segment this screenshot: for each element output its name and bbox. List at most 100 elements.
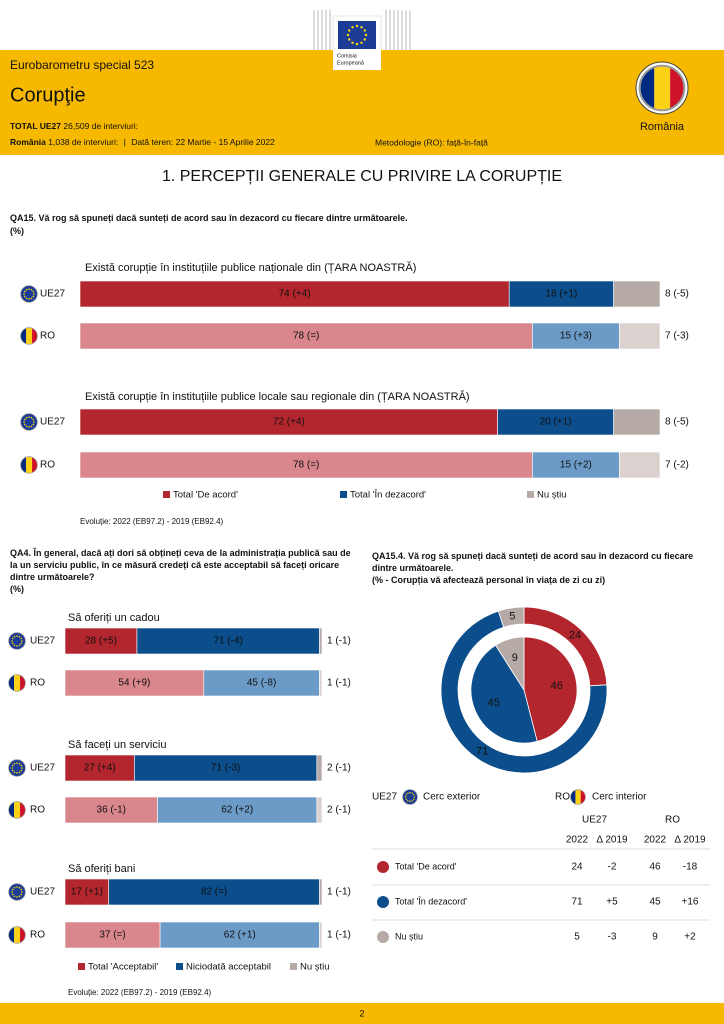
value-label: 2 (-1)	[327, 805, 351, 816]
footer-band	[0, 1003, 724, 1024]
row-label: UE27	[40, 289, 65, 300]
row-label: RO	[30, 678, 45, 689]
value-label: 37 (=)	[99, 930, 125, 941]
slice-label: 71	[476, 746, 488, 758]
value-label: 45 (-8)	[247, 678, 276, 689]
row-label: UE27	[30, 887, 55, 898]
table-column: Δ 2019	[674, 835, 706, 846]
table-column: Δ 2019	[596, 835, 628, 846]
donut-slice	[440, 610, 608, 774]
value-label: 20 (+1)	[540, 417, 572, 428]
page-number: 2	[359, 1008, 364, 1018]
legend-swatch	[527, 491, 534, 498]
flag	[8, 632, 26, 650]
star	[348, 38, 351, 41]
value-label: 1 (-1)	[327, 636, 351, 647]
bar-segment	[319, 878, 323, 906]
flag	[402, 789, 418, 805]
logo-text: Europeană	[337, 60, 365, 66]
bar-segment	[619, 451, 661, 479]
row-label: RO	[30, 930, 45, 941]
flag	[8, 883, 26, 901]
value-label: 27 (+4)	[84, 763, 116, 774]
table-value: 9	[652, 932, 658, 943]
bar-segment	[64, 878, 109, 906]
panel-title: Să oferiți un cadou	[68, 612, 160, 624]
donut-slice	[470, 644, 538, 744]
value-label: 78 (=)	[293, 331, 319, 342]
question-unit: (%)	[10, 226, 24, 236]
flag	[8, 759, 26, 777]
row-label: Total 'În dezacord'	[395, 896, 467, 906]
bar-segment	[203, 669, 320, 697]
slice-label: 45	[488, 697, 500, 709]
table-value: 24	[571, 862, 583, 873]
flag	[570, 789, 586, 805]
legend-swatch	[163, 491, 170, 498]
value-label: 7 (-3)	[665, 331, 689, 342]
question: QA15.4. Vă rog să spuneți dacă sunteți d…	[372, 551, 694, 573]
legend-label: Niciodată acceptabil	[186, 962, 271, 973]
total-line: TOTAL UE27 26,509 de interviuri:	[10, 121, 138, 131]
star	[360, 26, 363, 29]
row-label: Total 'De acord'	[395, 861, 457, 871]
fieldwork: Dată teren: 22 Martie - 15 Aprilie 2022	[131, 137, 275, 147]
flag	[20, 413, 38, 431]
bar-segment	[64, 754, 135, 782]
donut-slice	[523, 636, 578, 742]
panel-title: Există corupție în instituțiile publice …	[85, 261, 416, 274]
ro-line: România 1,038 de interviuri: | Dată tere…	[10, 137, 275, 147]
table-header: RO	[665, 815, 680, 826]
donut-slice	[497, 606, 525, 628]
value-label: 8 (-5)	[665, 289, 689, 300]
bar-segment	[79, 322, 533, 350]
legend-label: Nu știu	[537, 490, 567, 501]
value-label: 8 (-5)	[665, 417, 689, 428]
ring-series: RO	[555, 792, 570, 803]
method: Metodologie (RO): față-în-față	[375, 137, 488, 147]
panel-title: Să faceți un serviciu	[68, 739, 166, 751]
flag	[20, 327, 38, 345]
row-label: RO	[30, 805, 45, 816]
value-label: 36 (-1)	[97, 805, 126, 816]
row-marker	[377, 861, 389, 873]
legend-swatch	[290, 963, 297, 970]
table-value: 46	[649, 862, 661, 873]
value-label: 82 (=)	[201, 887, 227, 898]
legend-label: Total 'De acord'	[173, 490, 238, 501]
table-change: +16	[682, 897, 699, 908]
star	[346, 33, 350, 37]
question: QA15. Vă rog să spuneți dacă sunteți de …	[10, 213, 408, 223]
total-label: TOTAL UE27	[10, 121, 61, 131]
row-marker	[377, 896, 389, 908]
row-label: UE27	[40, 417, 65, 428]
note: Evoluție: 2022 (EB97.2) - 2019 (EB92.4)	[68, 988, 212, 997]
legend-swatch	[78, 963, 85, 970]
slice-label: 46	[551, 680, 563, 692]
value-label: 71 (-4)	[213, 636, 242, 647]
legend-swatch	[176, 963, 183, 970]
star	[351, 26, 354, 29]
value-label: 78 (=)	[293, 460, 319, 471]
table-value: 45	[649, 897, 661, 908]
page-title: Corupţie	[10, 84, 86, 106]
star	[363, 38, 366, 41]
value-label: 54 (+9)	[118, 678, 150, 689]
table-value: 71	[571, 897, 583, 908]
value-label: 74 (+4)	[279, 289, 311, 300]
bar-segment	[319, 921, 323, 949]
row-label: UE27	[30, 763, 55, 774]
flag	[8, 674, 26, 692]
bar-segment	[134, 754, 318, 782]
bar-segment	[619, 322, 661, 350]
bar-segment	[64, 669, 205, 697]
flag	[20, 285, 38, 303]
value-label: 2 (-1)	[327, 763, 351, 774]
legend-label: Total 'Acceptabil'	[88, 962, 158, 973]
star	[363, 29, 366, 32]
table-value: 5	[574, 932, 580, 943]
star	[360, 41, 363, 44]
value-label: 1 (-1)	[327, 930, 351, 941]
star	[355, 24, 359, 28]
ring-series: UE27	[372, 792, 397, 803]
